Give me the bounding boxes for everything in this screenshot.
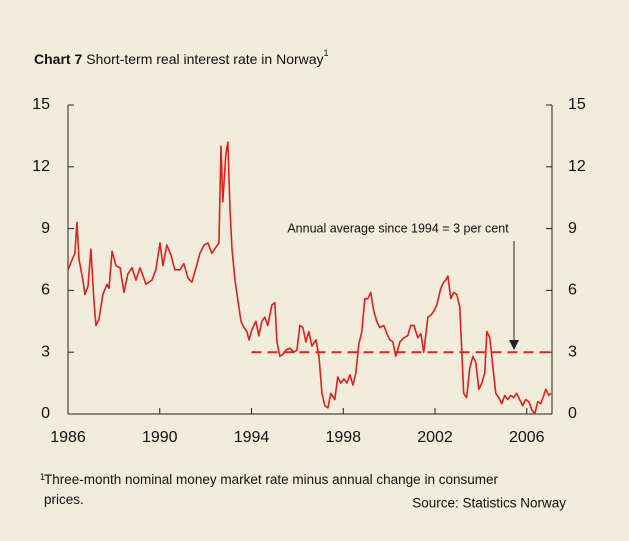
x-tick-label: 1998 [325, 429, 361, 446]
chart-label: Chart 7 [34, 51, 82, 67]
x-tick-label: 1994 [234, 429, 270, 446]
footnote: Three-month nominal money market rate mi… [44, 472, 498, 507]
y2-tick-label: 3 [568, 343, 577, 360]
chart-title-group: Chart 7 Short-term real interest rate in … [34, 48, 329, 66]
y-tick-label: 0 [41, 405, 50, 422]
x-tick-label: 2006 [509, 429, 545, 446]
y-tick-label: 15 [32, 96, 50, 113]
chart-title: Short-term real interest rate in Norway [86, 51, 323, 67]
y2-tick-label: 9 [568, 220, 577, 237]
series-line [67, 141, 552, 415]
y2-tick-label: 6 [568, 282, 577, 299]
superscript: 1 [324, 48, 329, 58]
y-tick-label: 6 [41, 282, 50, 299]
superscript: 1 [40, 472, 45, 482]
y2-tick-label: 15 [568, 96, 586, 113]
source: Source: Statistics Norway [412, 496, 566, 511]
annotation: Annual average since 1994 = 3 per cent [287, 221, 509, 235]
footnote-marker: 1 [40, 472, 45, 482]
footnote-box: Three-month nominal money market rate mi… [44, 472, 498, 507]
arrow-head [509, 340, 519, 350]
x-tick-label: 1986 [50, 429, 86, 446]
y-tick-label: 9 [41, 220, 50, 237]
y-tick-label: 3 [41, 343, 50, 360]
y2-tick-label: 0 [568, 405, 577, 422]
x-tick-label: 2002 [417, 429, 453, 446]
x-tick-label: 1990 [142, 429, 178, 446]
y-tick-label: 12 [32, 158, 50, 175]
y2-tick-label: 12 [568, 158, 586, 175]
